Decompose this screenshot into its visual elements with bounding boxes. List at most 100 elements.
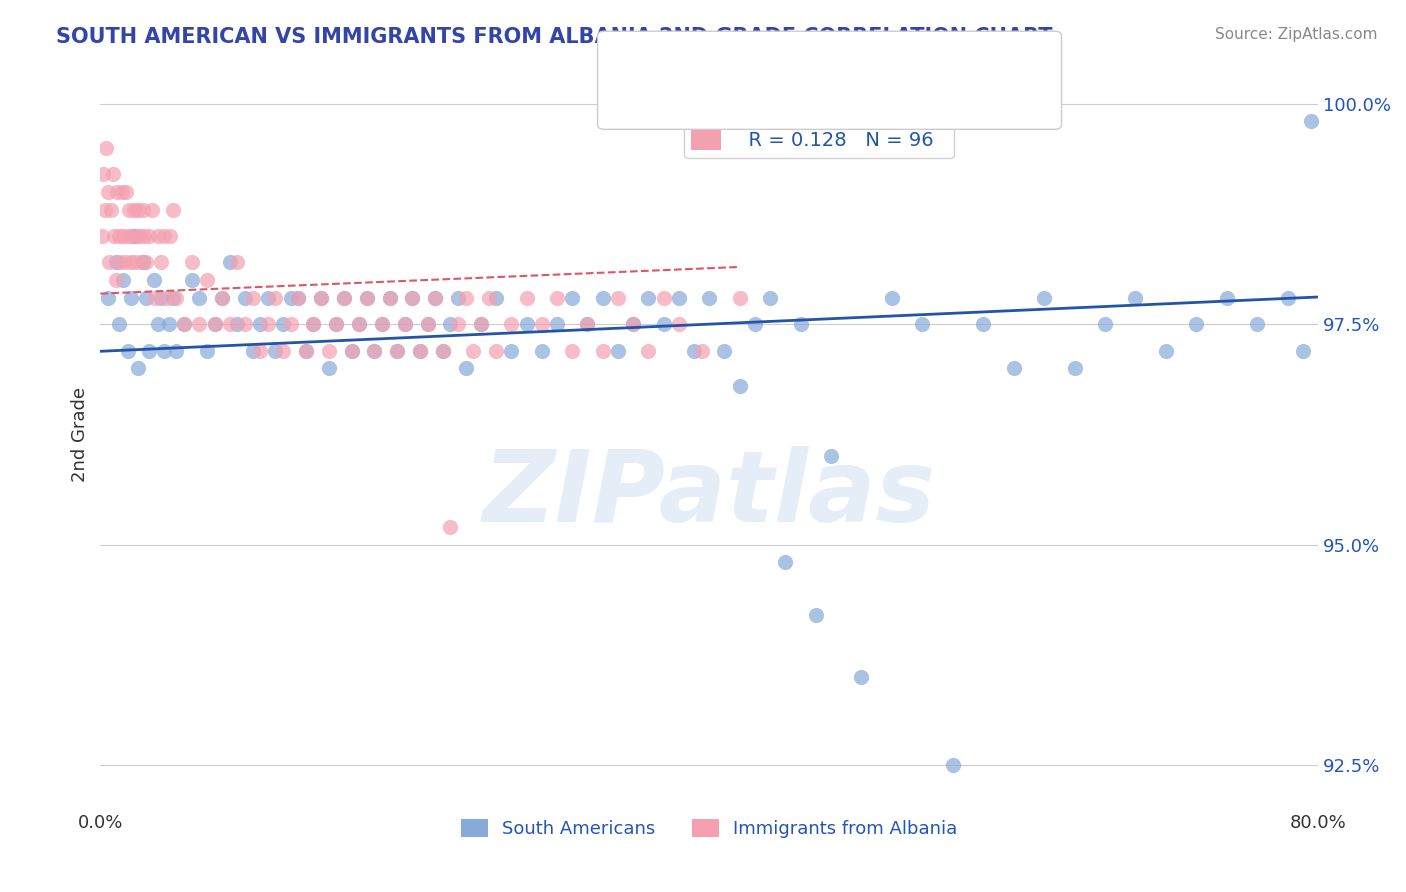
Point [112, 273, 135, 287]
Point [103, 229, 125, 244]
Point [447, 291, 470, 305]
Point [271, 343, 294, 358]
Point [561, 343, 583, 358]
Point [606, 291, 628, 305]
Text: Source: ZipAtlas.com: Source: ZipAtlas.com [1215, 27, 1378, 42]
Point [1033, 291, 1056, 305]
Point [333, 291, 356, 305]
Point [576, 317, 599, 331]
Point [131, 255, 153, 269]
Point [135, 291, 157, 305]
Point [162, 291, 184, 305]
Point [94, 202, 117, 217]
Point [188, 291, 211, 305]
Point [302, 317, 325, 331]
Point [153, 229, 176, 244]
Point [652, 317, 675, 331]
Point [621, 317, 644, 331]
Point [546, 317, 568, 331]
Point [439, 520, 461, 534]
Point [226, 317, 249, 331]
Point [1094, 317, 1116, 331]
Text: SOUTH AMERICAN VS IMMIGRANTS FROM ALBANIA 2ND GRADE CORRELATION CHART: SOUTH AMERICAN VS IMMIGRANTS FROM ALBANI… [56, 27, 1053, 46]
Point [485, 291, 508, 305]
Point [195, 343, 218, 358]
Point [697, 291, 720, 305]
Point [318, 343, 340, 358]
Point [744, 317, 766, 331]
Point [911, 317, 934, 331]
Legend: South Americans, Immigrants from Albania: South Americans, Immigrants from Albania [454, 812, 965, 845]
Y-axis label: 2nd Grade: 2nd Grade [72, 387, 89, 482]
Point [1216, 291, 1239, 305]
Point [401, 291, 423, 305]
Point [804, 608, 827, 623]
Point [101, 167, 124, 181]
Point [111, 185, 134, 199]
Point [256, 291, 278, 305]
Point [1002, 361, 1025, 376]
Point [447, 317, 470, 331]
Point [516, 291, 538, 305]
Point [378, 291, 401, 305]
Point [880, 291, 903, 305]
Point [218, 317, 240, 331]
Point [333, 291, 356, 305]
Point [211, 291, 233, 305]
Point [394, 317, 416, 331]
Point [249, 343, 271, 358]
Point [775, 555, 797, 569]
Point [188, 317, 211, 331]
Point [271, 317, 294, 331]
Point [96, 141, 118, 155]
Point [425, 291, 447, 305]
Point [356, 291, 378, 305]
Point [195, 273, 218, 287]
Point [132, 202, 155, 217]
Point [115, 185, 138, 199]
Point [477, 291, 499, 305]
Point [204, 317, 226, 331]
Point [107, 317, 129, 331]
Point [409, 343, 432, 358]
Point [394, 317, 416, 331]
Point [592, 343, 614, 358]
Point [280, 291, 302, 305]
Point [226, 255, 249, 269]
Point [90, 229, 112, 244]
Point [211, 291, 233, 305]
Point [371, 317, 394, 331]
Point [302, 317, 325, 331]
Point [470, 317, 492, 331]
Point [501, 343, 523, 358]
Point [173, 317, 195, 331]
Point [122, 202, 145, 217]
Point [280, 317, 302, 331]
Point [401, 291, 423, 305]
Point [470, 317, 492, 331]
Point [668, 291, 690, 305]
Point [347, 317, 370, 331]
Point [385, 343, 408, 358]
Point [105, 185, 128, 199]
Point [972, 317, 994, 331]
Point [142, 273, 165, 287]
Point [690, 343, 713, 358]
Point [340, 343, 363, 358]
Point [1277, 291, 1299, 305]
Point [150, 291, 173, 305]
Point [148, 229, 170, 244]
Point [454, 361, 477, 376]
Point [425, 291, 447, 305]
Point [117, 343, 139, 358]
Point [150, 255, 173, 269]
Point [576, 317, 599, 331]
Point [416, 317, 439, 331]
Point [371, 317, 394, 331]
Point [134, 229, 156, 244]
Point [530, 343, 553, 358]
Point [107, 229, 129, 244]
Point [264, 291, 287, 305]
Point [378, 291, 401, 305]
Point [432, 343, 454, 358]
